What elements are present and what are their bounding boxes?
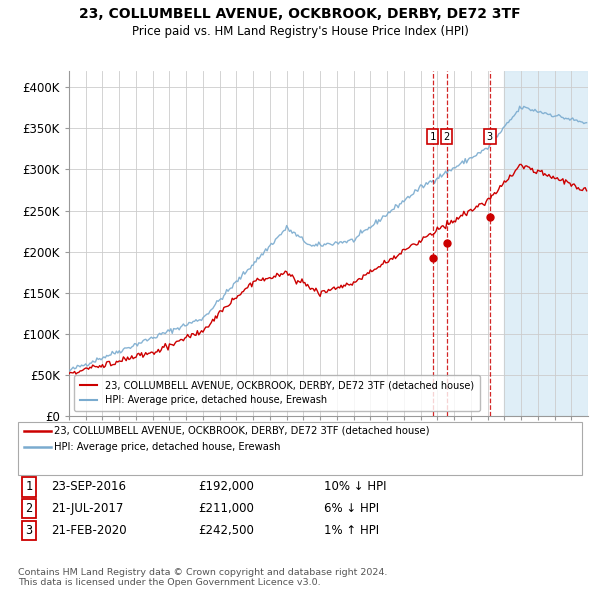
Text: 3: 3	[487, 132, 493, 142]
Text: £192,000: £192,000	[198, 480, 254, 493]
Text: 6% ↓ HPI: 6% ↓ HPI	[324, 502, 379, 515]
Text: 1: 1	[25, 480, 32, 493]
Text: Contains HM Land Registry data © Crown copyright and database right 2024.
This d: Contains HM Land Registry data © Crown c…	[18, 568, 388, 587]
Text: 10% ↓ HPI: 10% ↓ HPI	[324, 480, 386, 493]
Text: 23, COLLUMBELL AVENUE, OCKBROOK, DERBY, DE72 3TF: 23, COLLUMBELL AVENUE, OCKBROOK, DERBY, …	[79, 7, 521, 21]
Text: 21-JUL-2017: 21-JUL-2017	[51, 502, 124, 515]
Text: Price paid vs. HM Land Registry's House Price Index (HPI): Price paid vs. HM Land Registry's House …	[131, 25, 469, 38]
Text: 1: 1	[430, 132, 436, 142]
Bar	[504, 71, 588, 416]
Text: 23, COLLUMBELL AVENUE, OCKBROOK, DERBY, DE72 3TF (detached house): 23, COLLUMBELL AVENUE, OCKBROOK, DERBY, …	[54, 426, 430, 435]
Text: £211,000: £211,000	[198, 502, 254, 515]
Text: HPI: Average price, detached house, Erewash: HPI: Average price, detached house, Erew…	[54, 442, 281, 452]
Text: 2: 2	[443, 132, 450, 142]
Text: 23-SEP-2016: 23-SEP-2016	[51, 480, 126, 493]
Text: 21-FEB-2020: 21-FEB-2020	[51, 524, 127, 537]
Legend: 23, COLLUMBELL AVENUE, OCKBROOK, DERBY, DE72 3TF (detached house), HPI: Average : 23, COLLUMBELL AVENUE, OCKBROOK, DERBY, …	[74, 375, 480, 411]
Text: 3: 3	[25, 524, 32, 537]
Text: 1% ↑ HPI: 1% ↑ HPI	[324, 524, 379, 537]
Text: £242,500: £242,500	[198, 524, 254, 537]
Text: 2: 2	[25, 502, 32, 515]
